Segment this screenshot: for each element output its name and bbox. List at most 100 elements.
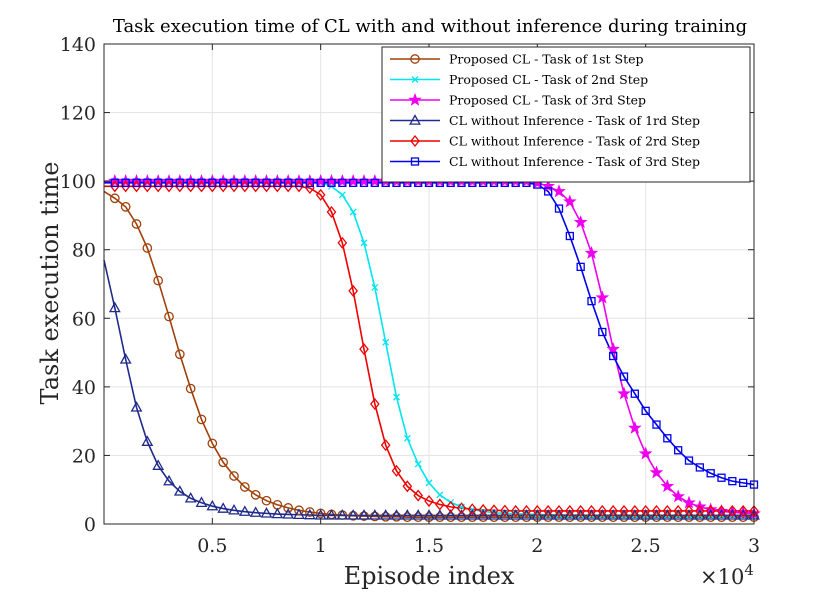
data-point-diamond [413,489,423,502]
data-point-diamond [250,180,261,193]
data-point-triangle [108,301,121,313]
data-point-triangle [249,506,262,517]
data-point-x [393,393,400,401]
data-point-square [641,406,650,416]
data-point-triangle [596,509,609,520]
data-point-circle [120,202,131,212]
data-point-square [587,296,596,306]
data-point-x [425,479,433,487]
data-point-circle [304,507,315,517]
data-point-circle [410,54,420,64]
data-point-diamond [261,180,272,193]
data-point-diamond [554,504,564,518]
x-tick-label: 1.5 [414,535,444,557]
data-point-circle [239,482,250,492]
data-point-triangle [455,509,468,520]
data-point-diamond [543,504,553,518]
data-point-square [175,178,184,188]
data-point-square [663,434,672,443]
y-tick-label: 140 [60,34,96,56]
legend-entry: CL without Inference - Task of 2rd Step [390,134,700,149]
data-point-star [606,341,620,355]
data-point-circle [174,349,185,360]
data-point-square [598,327,607,337]
data-point-square [229,178,239,188]
data-point-triangle [466,509,479,520]
data-point-square [695,463,704,472]
data-point-diamond [380,439,391,452]
data-point-circle [261,495,272,506]
data-point-square [121,178,130,188]
data-point-diamond [272,180,283,193]
legend-entry: Proposed CL - Task of 3rd Step [390,93,646,108]
data-point-diamond [283,180,293,193]
data-point-circle [294,505,304,516]
data-point-triangle [303,508,316,520]
data-point-square [294,178,304,188]
data-point-triangle [358,509,370,520]
data-point-square [143,178,152,188]
data-point-square [338,178,347,188]
data-point-circle [369,511,380,522]
data-point-square [262,178,271,188]
data-point-triangle [152,459,165,470]
data-point-triangle [325,509,338,520]
data-point-diamond [391,464,402,477]
data-point-diamond [185,180,196,193]
data-point-square [674,446,683,455]
data-point-diamond [651,504,662,518]
data-point-x [360,239,368,247]
data-point-diamond [131,180,142,193]
y-axis-label: Task execution time [36,162,64,405]
data-point-star [595,290,610,304]
data-point-diamond [337,236,348,249]
data-point-x [371,283,379,291]
data-point-square [565,231,574,241]
data-point-square [609,351,618,361]
data-point-triangle [683,509,695,520]
data-point-triangle [217,502,230,513]
data-point-diamond [218,180,228,193]
data-point-triangle [195,496,208,507]
data-point-diamond [565,504,575,518]
data-point-diamond [716,504,727,518]
x-tick-label: 0.5 [197,535,227,557]
data-point-star [638,446,653,460]
data-point-triangle [585,509,598,520]
data-point-diamond [608,504,618,518]
data-point-diamond [586,504,597,518]
data-point-diamond [110,180,120,193]
x-tick-label: 2 [531,535,543,557]
x-tick-label: 1 [315,535,327,557]
data-point-triangle [163,474,175,486]
data-point-triangle [401,509,414,520]
data-point-star [335,173,350,187]
data-point-star [541,179,555,193]
data-point-x [533,510,541,518]
legend-entry: Proposed CL - Task of 1st Step [390,52,644,67]
data-point-square [652,420,661,429]
data-point-triangle [618,509,630,520]
data-point-square [717,473,726,482]
data-point-circle [229,471,239,481]
data-point-diamond [240,180,250,193]
data-point-square [197,178,206,188]
y-tick-label: 20 [72,445,96,467]
data-point-diamond [142,180,153,193]
data-point-diamond [196,180,207,193]
data-point-triangle [130,401,143,412]
data-point-triangle [228,503,240,515]
data-point-triangle [650,509,663,520]
data-point-triangle [271,507,284,519]
legend-entry: Proposed CL - Task of 2nd Step [390,72,648,87]
data-point-diamond [348,284,358,297]
data-point-square [706,469,715,478]
data-point-triangle [563,509,576,520]
data-point-triangle [390,509,403,520]
data-point-triangle [672,509,685,520]
data-point-x [512,510,520,518]
data-point-diamond [175,180,185,193]
data-point-triangle [477,509,490,520]
data-point-diamond [738,504,748,518]
